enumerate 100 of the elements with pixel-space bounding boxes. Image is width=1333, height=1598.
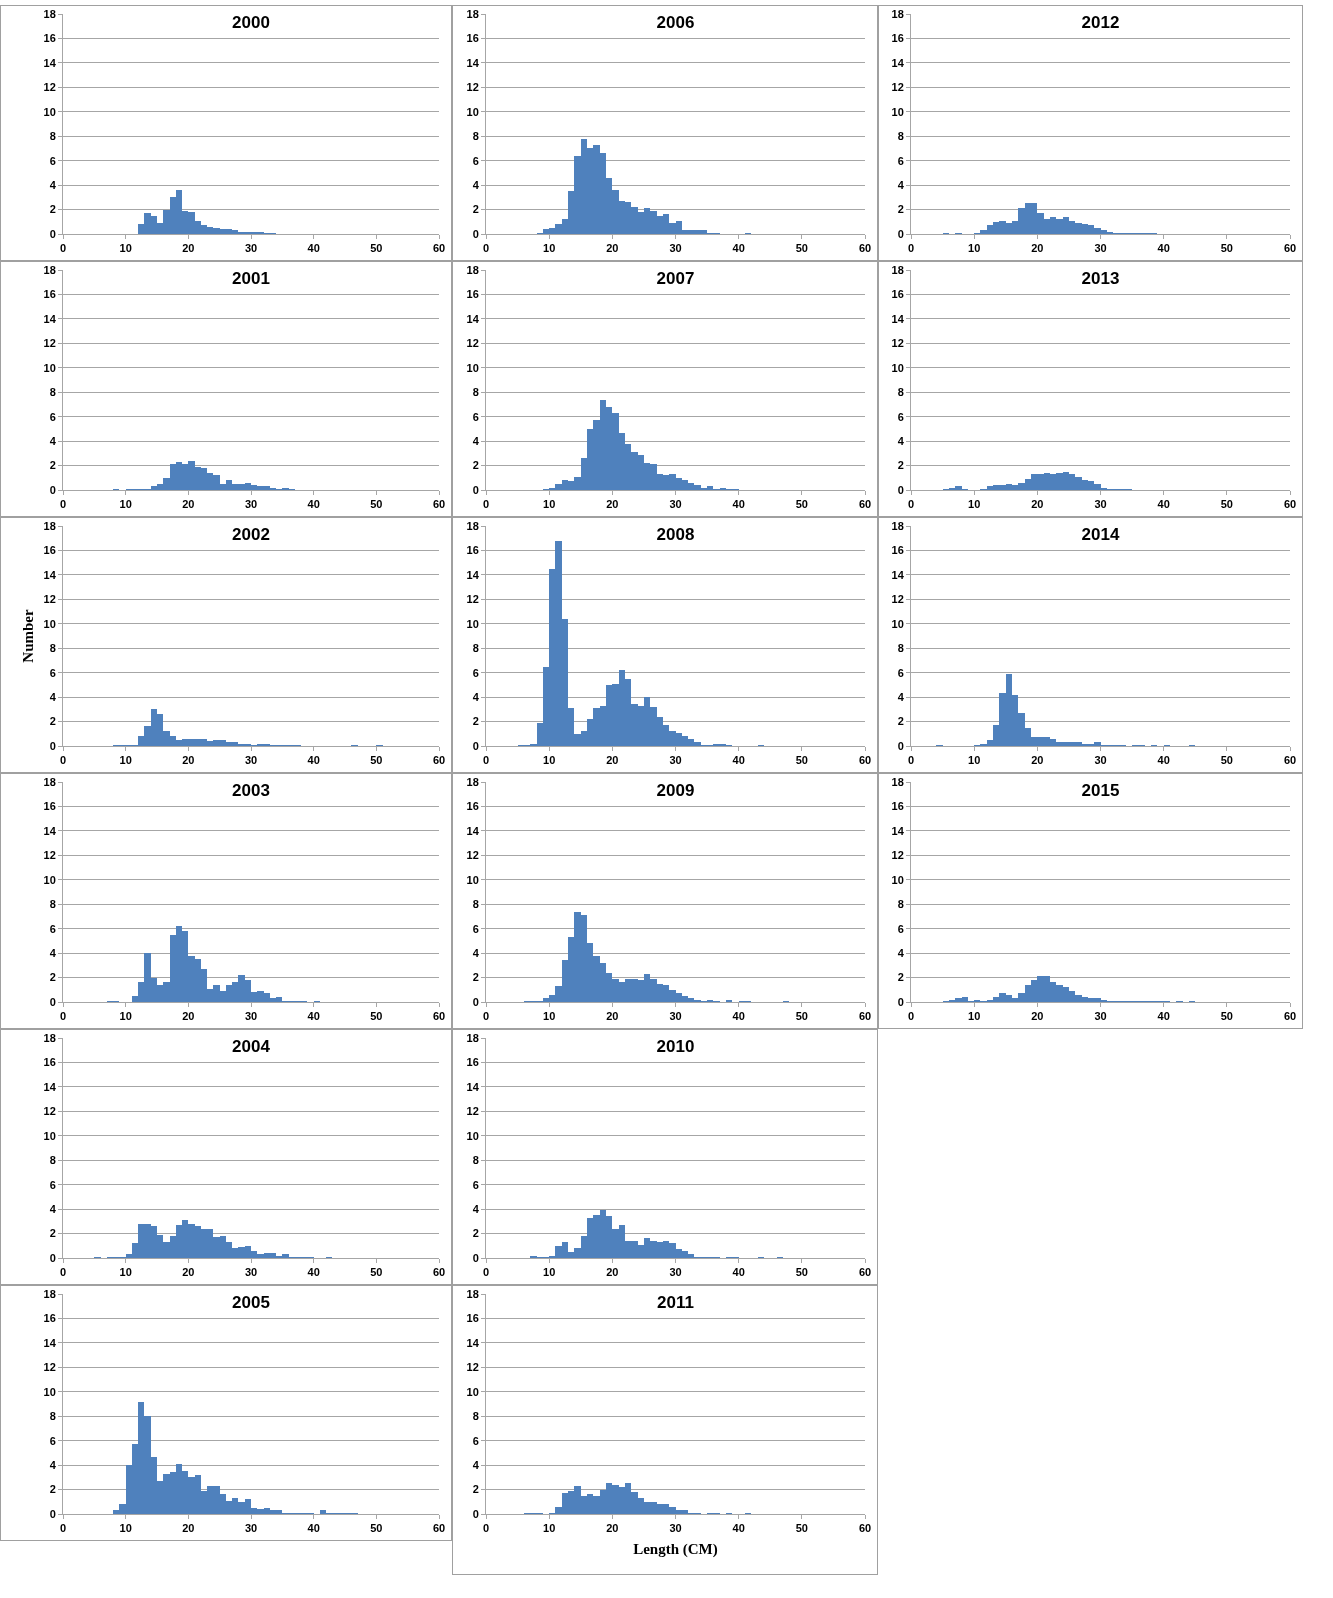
y-tick-label: 4 bbox=[472, 1202, 480, 1215]
x-tick-label: 30 bbox=[1094, 242, 1107, 255]
x-tick-label: 10 bbox=[119, 1010, 132, 1023]
x-tick-label: 60 bbox=[1283, 754, 1297, 767]
x-tick-label: 0 bbox=[59, 1010, 67, 1023]
x-tick-label: 40 bbox=[307, 1266, 320, 1279]
x-tick-label: 50 bbox=[1220, 498, 1233, 511]
x-tick-label: 50 bbox=[370, 242, 383, 255]
y-tick-label: 4 bbox=[49, 178, 57, 191]
y-tick-label: 12 bbox=[43, 1361, 56, 1374]
x-tick-label: 10 bbox=[543, 754, 556, 767]
y-tick-label: 16 bbox=[466, 800, 479, 813]
chart-title: 2001 bbox=[232, 269, 270, 289]
x-tick-label: 40 bbox=[732, 498, 745, 511]
x-tick-label: 60 bbox=[432, 1266, 446, 1279]
y-tick-label: 6 bbox=[472, 1178, 479, 1191]
x-tick-label: 30 bbox=[244, 754, 258, 767]
x-tick-label: 10 bbox=[543, 498, 556, 511]
y-tick-label: 0 bbox=[472, 739, 479, 752]
y-tick-label: 12 bbox=[466, 81, 479, 94]
y-tick-label: 10 bbox=[891, 873, 904, 886]
y-tick-label: 18 bbox=[43, 1287, 56, 1300]
x-tick-label: 50 bbox=[370, 1522, 383, 1535]
y-tick-label: 18 bbox=[466, 263, 479, 276]
y-tick-label: 0 bbox=[897, 995, 904, 1008]
y-tick-label: 2 bbox=[472, 1227, 479, 1240]
x-tick-label: 30 bbox=[669, 1266, 682, 1279]
y-tick-label: 4 bbox=[472, 1458, 480, 1471]
x-tick-label: 0 bbox=[907, 1010, 915, 1023]
y-tick-label: 8 bbox=[472, 1154, 479, 1167]
y-tick-label: 10 bbox=[43, 1129, 56, 1142]
x-tick-label: 60 bbox=[1283, 498, 1297, 511]
y-tick-label: 6 bbox=[49, 922, 56, 935]
x-tick-label: 40 bbox=[307, 1522, 320, 1535]
y-tick-label: 6 bbox=[897, 154, 904, 167]
y-tick-label: 4 bbox=[49, 1202, 57, 1215]
y-tick-label: 4 bbox=[49, 946, 57, 959]
x-tick-label: 50 bbox=[1220, 242, 1233, 255]
x-tick-label: 30 bbox=[669, 1010, 682, 1023]
y-tick-label: 12 bbox=[43, 81, 56, 94]
x-tick-label: 50 bbox=[795, 1266, 808, 1279]
y-tick-label: 8 bbox=[49, 642, 56, 655]
x-tick-label: 20 bbox=[606, 1522, 619, 1535]
y-tick-label: 2 bbox=[49, 1483, 56, 1496]
x-tick-label: 20 bbox=[606, 242, 619, 255]
x-tick-label: 0 bbox=[907, 242, 915, 255]
x-tick-label: 0 bbox=[482, 498, 490, 511]
y-tick-label: 14 bbox=[466, 1080, 480, 1093]
chart-title: 2007 bbox=[656, 269, 695, 289]
x-tick-label: 20 bbox=[1031, 1010, 1044, 1023]
y-tick-label: 0 bbox=[897, 483, 904, 496]
y-tick-label: 2 bbox=[897, 203, 904, 216]
y-tick-label: 4 bbox=[897, 434, 905, 447]
y-tick-label: 18 bbox=[891, 7, 904, 20]
y-tick-label: 0 bbox=[49, 995, 56, 1008]
y-tick-label: 6 bbox=[49, 666, 56, 679]
x-tick-label: 50 bbox=[1220, 754, 1233, 767]
y-tick-label: 4 bbox=[472, 690, 480, 703]
y-tick-label: 10 bbox=[891, 361, 904, 374]
y-tick-label: 16 bbox=[43, 544, 56, 557]
y-tick-label: 16 bbox=[43, 288, 56, 301]
y-tick-label: 12 bbox=[43, 593, 56, 606]
y-tick-label: 0 bbox=[49, 1251, 56, 1264]
x-tick-label: 30 bbox=[244, 242, 258, 255]
y-tick-label: 18 bbox=[891, 263, 904, 276]
y-tick-label: 4 bbox=[472, 946, 480, 959]
y-tick-label: 6 bbox=[49, 1434, 56, 1447]
y-tick-label: 0 bbox=[472, 995, 479, 1008]
y-tick-label: 14 bbox=[43, 56, 57, 69]
y-tick-label: 4 bbox=[472, 434, 480, 447]
x-tick-label: 0 bbox=[482, 754, 490, 767]
chart-title: 2005 bbox=[232, 1293, 270, 1313]
y-tick-label: 16 bbox=[466, 1312, 479, 1325]
y-tick-label: 8 bbox=[897, 130, 904, 143]
x-tick-label: 20 bbox=[606, 754, 619, 767]
x-tick-label: 40 bbox=[307, 242, 320, 255]
chart-title: 2013 bbox=[1081, 269, 1120, 289]
y-tick-label: 2 bbox=[472, 459, 479, 472]
x-tick-label: 60 bbox=[1283, 242, 1297, 255]
x-tick-label: 60 bbox=[858, 242, 872, 255]
y-tick-label: 14 bbox=[43, 312, 57, 325]
x-tick-label: 30 bbox=[244, 1010, 258, 1023]
y-tick-label: 12 bbox=[891, 337, 904, 350]
x-tick-label: 60 bbox=[1283, 1010, 1297, 1023]
y-tick-label: 8 bbox=[472, 642, 479, 655]
x-tick-label: 10 bbox=[543, 242, 556, 255]
x-tick-label: 60 bbox=[858, 754, 872, 767]
y-tick-label: 18 bbox=[43, 263, 56, 276]
x-tick-label: 0 bbox=[482, 1010, 490, 1023]
x-tick-label: 0 bbox=[59, 498, 67, 511]
y-tick-label: 14 bbox=[466, 568, 480, 581]
x-tick-label: 0 bbox=[482, 1266, 490, 1279]
y-tick-label: 8 bbox=[49, 1410, 56, 1423]
y-tick-label: 16 bbox=[466, 1056, 479, 1069]
y-tick-label: 16 bbox=[891, 800, 904, 813]
x-tick-label: 50 bbox=[1220, 1010, 1233, 1023]
x-tick-label: 0 bbox=[907, 498, 915, 511]
y-tick-label: 16 bbox=[466, 544, 479, 557]
y-tick-label: 0 bbox=[472, 1251, 479, 1264]
y-tick-label: 2 bbox=[897, 971, 904, 984]
